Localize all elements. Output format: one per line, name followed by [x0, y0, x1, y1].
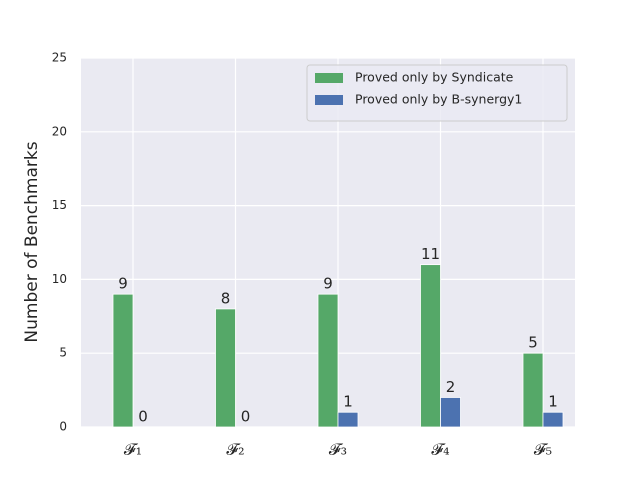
bar	[112, 293, 134, 428]
legend-swatch	[315, 95, 343, 105]
x-tick-label: 𝓕₂	[226, 440, 244, 459]
y-tick-label: 10	[52, 272, 67, 286]
bar	[317, 293, 339, 428]
y-axis-label: Number of Benchmarks	[22, 141, 42, 342]
legend-swatch	[315, 73, 343, 83]
value-label: 0	[138, 408, 148, 426]
value-label: 0	[241, 408, 251, 426]
legend-label: Proved only by B-synergy1	[355, 92, 522, 107]
value-label: 1	[343, 393, 353, 411]
y-tick-label: 15	[52, 198, 67, 212]
value-label: 9	[323, 275, 333, 293]
legend: Proved only by Syndicate Proved only by B…	[306, 64, 568, 122]
bar	[522, 352, 544, 428]
bar	[542, 411, 564, 428]
y-tick-label: 20	[52, 124, 67, 138]
x-tick-label: 𝓕₃	[329, 440, 347, 459]
value-label: 1	[548, 393, 558, 411]
value-label: 8	[221, 289, 231, 307]
y-tick-label: 5	[59, 346, 67, 360]
value-label: 9	[118, 275, 128, 293]
bar	[440, 397, 461, 428]
legend-box	[306, 64, 568, 122]
y-tick-label: 0	[59, 420, 67, 434]
marks: 9 8 9 11 5 0 0 1 2 1	[112, 245, 564, 428]
x-tick-label: 𝓕₁	[124, 440, 142, 459]
y-tick-label: 25	[52, 51, 67, 65]
value-label: 5	[528, 334, 538, 352]
x-tick-label: 𝓕₄	[431, 440, 449, 459]
bar	[337, 411, 359, 428]
value-label: 11	[421, 245, 440, 263]
bar	[420, 264, 441, 428]
value-label: 2	[446, 378, 456, 396]
bar	[215, 308, 236, 428]
legend-label: Proved only by Syndicate	[355, 70, 514, 85]
x-tick-label: 𝓕₅	[534, 440, 552, 459]
